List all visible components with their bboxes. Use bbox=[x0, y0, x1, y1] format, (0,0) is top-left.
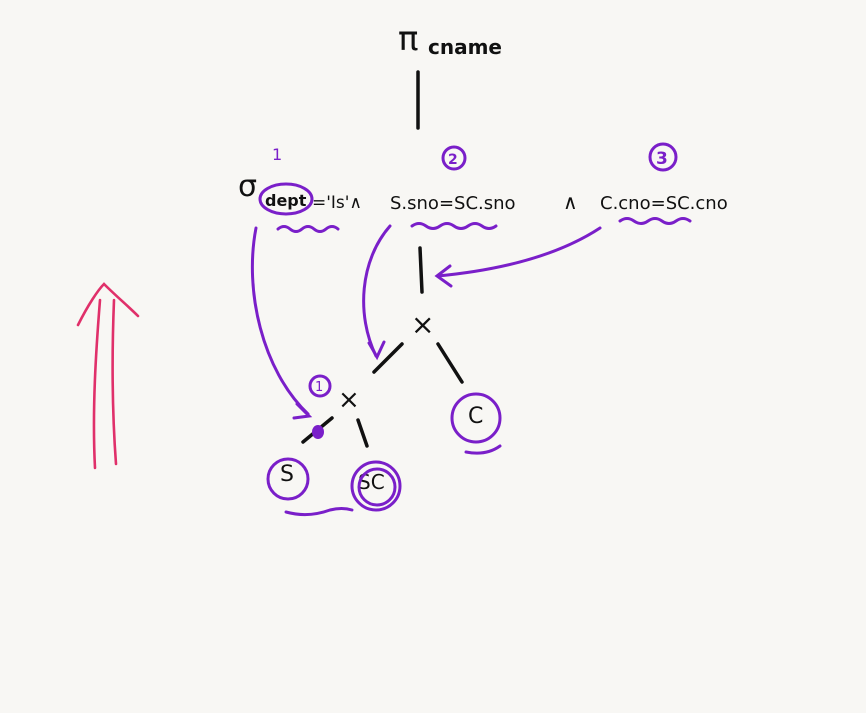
mark-cond3-circle bbox=[648, 142, 678, 172]
arrow-cond2-to-lower-join bbox=[362, 224, 392, 358]
mark-cond2-number: 2 bbox=[448, 152, 458, 168]
underline-cond3 bbox=[618, 217, 692, 225]
arrow-cond1-head bbox=[292, 402, 313, 420]
arrow-cond1-to-s bbox=[250, 226, 310, 416]
selection-and2: ∧ bbox=[563, 190, 578, 214]
join-lower-symbol: × bbox=[338, 385, 360, 415]
projection-symbol: π bbox=[398, 19, 418, 59]
selection-cond3: C.cno=SC.cno bbox=[600, 193, 728, 214]
arrow-cond3-head bbox=[434, 264, 453, 288]
pen-dot bbox=[312, 425, 324, 439]
selection-attr-dept: dept bbox=[265, 191, 307, 210]
edge-join-lower-right bbox=[356, 418, 369, 448]
join-upper-symbol: × bbox=[411, 308, 434, 341]
arrow-cond2-head bbox=[367, 340, 386, 361]
relation-sc-circle bbox=[350, 460, 402, 512]
mark-join-circle bbox=[308, 374, 332, 398]
pink-arrow-shaft-left bbox=[92, 298, 102, 470]
arrow-cond3-to-upper-join bbox=[436, 226, 602, 278]
s-sc-connector bbox=[284, 507, 354, 517]
relation-sc: SC bbox=[358, 470, 385, 494]
mark-cond3-number: 3 bbox=[656, 149, 668, 169]
mark-dept-number: 1 bbox=[272, 145, 282, 164]
relation-c-circle bbox=[450, 392, 502, 444]
selection-symbol: σ bbox=[238, 169, 257, 204]
relation-c: C bbox=[468, 404, 483, 429]
underline-cond1 bbox=[276, 225, 340, 233]
edge-join-upper-left bbox=[372, 342, 404, 374]
projection-attribute: cname bbox=[428, 35, 502, 59]
selection-cond1-rest: ='Is'∧ bbox=[312, 193, 362, 213]
mark-cond2-circle bbox=[441, 145, 467, 171]
pink-arrow-head bbox=[76, 282, 140, 327]
underline-cond2 bbox=[410, 222, 498, 230]
relation-s-circle bbox=[266, 457, 310, 501]
relation-c-underline bbox=[464, 444, 502, 455]
edge-join-upper-right bbox=[436, 342, 464, 384]
edge-selection-join bbox=[418, 246, 424, 294]
relation-s: S bbox=[280, 462, 294, 487]
selection-cond2: S.sno=SC.sno bbox=[390, 193, 516, 214]
relation-sc-circle-inner bbox=[357, 467, 397, 507]
mark-join-number: 1 bbox=[315, 380, 323, 395]
dept-circle bbox=[258, 182, 314, 216]
pink-arrow-shaft-right bbox=[111, 298, 118, 466]
